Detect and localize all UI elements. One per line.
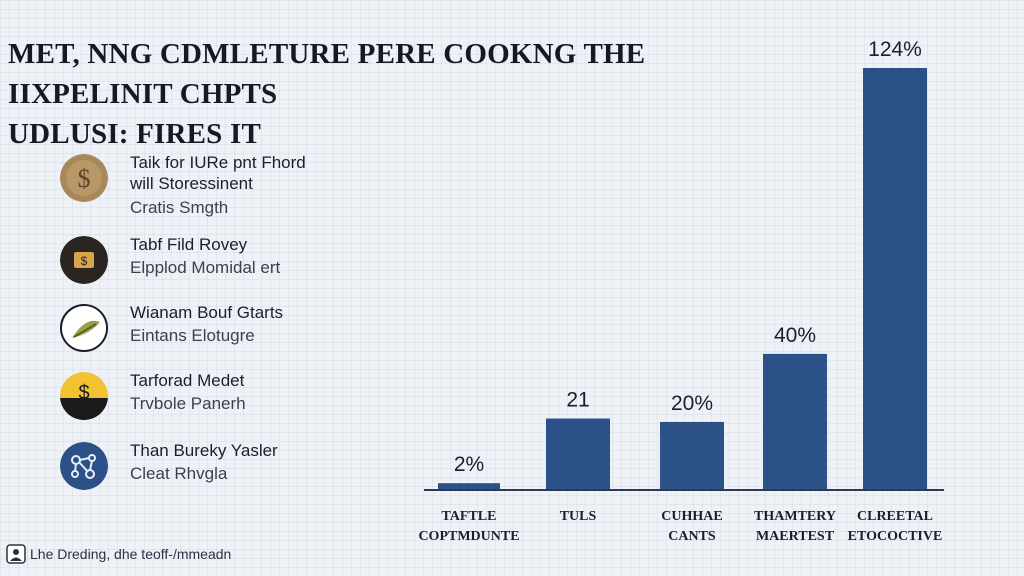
- bar-4: [863, 68, 927, 490]
- legend-subtitle: Trvbole Panerh: [130, 394, 246, 413]
- legend-title: Than Bureky Yasler: [130, 441, 278, 460]
- legend-title: Tarforad Medet: [130, 371, 245, 390]
- x-tick-label: CUHHAE: [661, 509, 722, 524]
- dollar-badge-icon: $: [60, 372, 108, 420]
- bar-1: [546, 418, 610, 490]
- logo-icon: [6, 544, 26, 564]
- legend-item: Than Bureky Yasler Cleat Rhvgla: [60, 440, 360, 496]
- chart-title-line-1: MET, NNG CDMLETURE PERE COOKNG THE IIXPE…: [8, 38, 646, 110]
- legend-title: Tabf Fild Rovey: [130, 235, 248, 254]
- network-icon: [60, 442, 108, 490]
- legend-item: Wianam Bouf Gtarts Eintans Elotugre: [60, 302, 360, 358]
- x-tick-label: TAFTLE: [442, 509, 497, 524]
- legend-item: $ Taik for IURe pnt Fhord will Storessin…: [60, 152, 360, 217]
- chart-title: MET, NNG CDMLETURE PERE COOKNG THE IIXPE…: [8, 34, 768, 154]
- legend-title: Wianam Bouf Gtarts: [130, 303, 284, 322]
- footer-text: Lhe Dreding, dhe teoff-/mmeadn: [30, 546, 232, 562]
- bar-value-label: 124%: [868, 38, 922, 61]
- bar-2: [660, 421, 724, 490]
- legend-item: $ Tarforad Medet Trvbole Panerh: [60, 370, 360, 426]
- x-tick-label: CLREETAL: [857, 509, 933, 524]
- x-tick-label: MAERTEST: [756, 529, 835, 544]
- x-tick-label: ETOCOCTIVE: [848, 529, 943, 544]
- bar-value-label: 2%: [454, 453, 484, 476]
- legend-subtitle: Elpplod Momidal ert: [130, 258, 281, 277]
- leaf-icon: [60, 304, 108, 352]
- svg-text:$: $: [81, 254, 88, 268]
- x-tick-label: CANTS: [668, 529, 716, 544]
- legend-item: $ Tabf Fild Rovey Elpplod Momidal ert: [60, 234, 360, 290]
- legend-subtitle: Eintans Elotugre: [130, 326, 255, 345]
- dollar-bill-icon: $: [60, 236, 108, 284]
- bar-value-label: 40%: [774, 324, 816, 347]
- dollar-coin-icon: $: [60, 154, 108, 202]
- legend-title: Taik for IURe pnt Fhord will Storessinen…: [130, 153, 306, 193]
- bar-0: [438, 483, 500, 490]
- bar-value-label: 21: [566, 389, 589, 412]
- svg-text:$: $: [78, 382, 89, 404]
- x-tick-label: COPTMDUNTE: [418, 529, 519, 544]
- chart-title-line-2: UDLUSI: FIRES IT: [8, 118, 261, 150]
- legend-subtitle: Cratis Smgth: [130, 198, 229, 217]
- svg-text:$: $: [78, 164, 91, 193]
- legend-subtitle: Cleat Rhvgla: [130, 464, 228, 483]
- x-tick-label: TULS: [560, 509, 597, 524]
- x-tick-label: THAMTERY: [754, 509, 836, 524]
- bar-value-label: 20%: [671, 392, 713, 415]
- footer: Lhe Dreding, dhe teoff-/mmeadn: [6, 544, 231, 564]
- bar-3: [763, 353, 827, 490]
